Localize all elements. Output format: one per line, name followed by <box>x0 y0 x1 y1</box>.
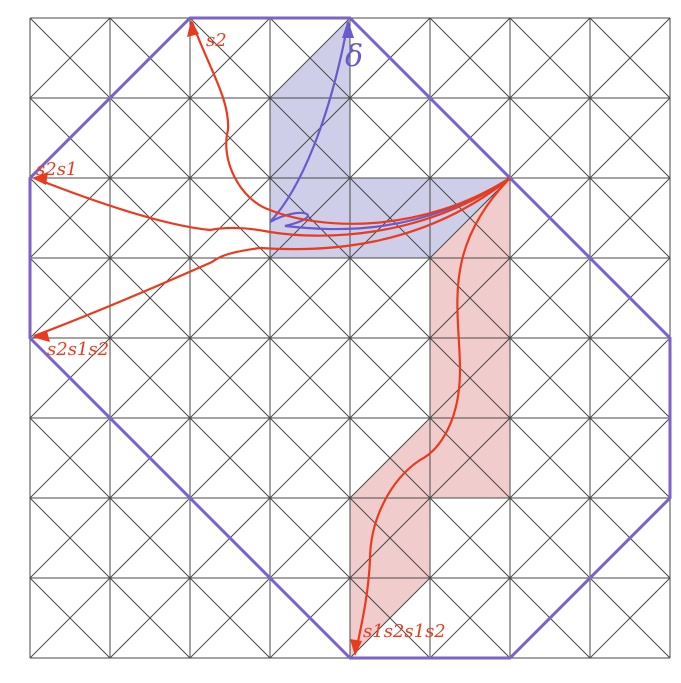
grid-antidiagonal <box>269 417 351 499</box>
grid-antidiagonal <box>429 577 511 659</box>
grid-antidiagonal <box>429 257 511 339</box>
grid-antidiagonal <box>429 337 511 419</box>
grid-antidiagonal <box>189 337 271 419</box>
grid-antidiagonal <box>509 337 591 419</box>
grid-antidiagonal <box>509 97 591 179</box>
grid-antidiagonal <box>269 497 351 579</box>
grid-antidiagonal <box>269 97 351 179</box>
grid-antidiagonal <box>349 497 431 579</box>
grid-antidiagonal <box>429 497 511 579</box>
grid-antidiagonal <box>29 257 111 339</box>
grid-antidiagonal <box>509 497 591 579</box>
arrowhead-s2s1 <box>32 172 48 185</box>
grid-antidiagonal <box>269 337 351 419</box>
delta-arrowhead <box>342 20 354 38</box>
grid-antidiagonal <box>509 417 591 499</box>
red-path-s2 <box>190 21 511 225</box>
grid-antidiagonal <box>29 497 111 579</box>
grid-antidiagonal <box>589 97 671 179</box>
grid-antidiagonal <box>349 177 431 259</box>
grid-antidiagonal <box>109 577 191 659</box>
grid-antidiagonal <box>349 257 431 339</box>
grid-antidiagonal <box>429 17 511 99</box>
arrowhead-s1s2s1s2 <box>350 639 362 656</box>
grid-antidiagonal <box>429 417 511 499</box>
grid-antidiagonal <box>189 17 271 99</box>
grid-antidiagonal <box>109 97 191 179</box>
grid <box>29 17 671 659</box>
grid-antidiagonal <box>189 417 271 499</box>
grid-antidiagonal <box>349 337 431 419</box>
grid-antidiagonal <box>29 417 111 499</box>
grid-antidiagonal <box>109 497 191 579</box>
grid-antidiagonal <box>29 577 111 659</box>
grid-antidiagonal <box>29 177 111 259</box>
label-s2s1: s2s1 <box>36 159 77 180</box>
grid-antidiagonal <box>349 577 431 659</box>
blue-path <box>269 21 511 231</box>
grid-antidiagonal <box>109 337 191 419</box>
label-s2: s2 <box>206 30 227 51</box>
grid-antidiagonal <box>269 257 351 339</box>
grid-antidiagonal <box>269 17 351 99</box>
label-s2s1s2: s2s1s2 <box>47 339 109 360</box>
red-path-s1s2s1s2 <box>354 177 511 653</box>
grid-antidiagonal <box>189 577 271 659</box>
arrowhead-s2 <box>187 20 199 37</box>
grid-antidiagonal <box>109 257 191 339</box>
red-path-s2s1s2 <box>33 177 511 338</box>
grid-antidiagonal <box>589 417 671 499</box>
grid-antidiagonal <box>589 177 671 259</box>
red-path-s2s1 <box>33 176 511 237</box>
grid-antidiagonal <box>589 337 671 419</box>
grid-antidiagonal <box>589 577 671 659</box>
grid-antidiagonal <box>189 97 271 179</box>
label-s1s2s1s2: s1s2s1s2 <box>363 621 446 642</box>
red-paths <box>33 21 511 653</box>
grid-antidiagonal <box>189 257 271 339</box>
grid-antidiagonal <box>189 177 271 259</box>
octagon-boundary <box>28 16 672 660</box>
grid-antidiagonal <box>509 17 591 99</box>
grid-antidiagonal <box>269 177 351 259</box>
arrowhead-s2s1s2 <box>32 331 50 342</box>
grid-antidiagonal <box>509 257 591 339</box>
grid-antidiagonal <box>29 17 111 99</box>
grid-antidiagonal <box>349 97 431 179</box>
label-delta: δ <box>345 39 363 74</box>
grid-antidiagonal <box>349 417 431 499</box>
grid-antidiagonal <box>589 17 671 99</box>
